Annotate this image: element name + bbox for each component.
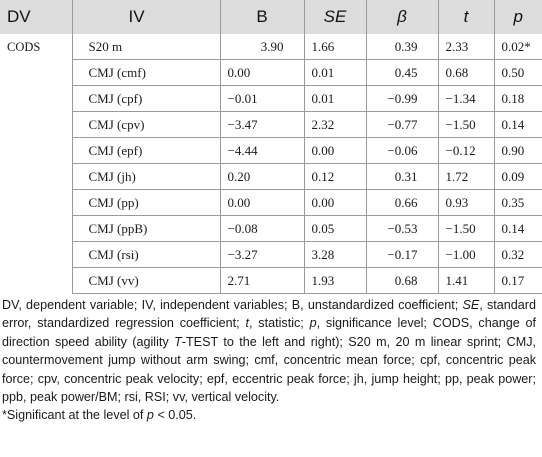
beta-cell: 0.68 xyxy=(365,267,438,294)
b-cell: −3.47 xyxy=(219,111,304,138)
table-row: CMJ (cpf) −0.01 0.01 −0.99 −1.34 0.18 xyxy=(0,85,542,112)
header-dv: DV xyxy=(0,0,72,34)
footnote-text: -TEST to the left and right); S20 m, 20 … xyxy=(2,334,536,405)
b-cell: −4.44 xyxy=(219,137,304,164)
table-header-row: DV IV B SE β t p xyxy=(0,0,542,34)
significance-p: p xyxy=(146,408,154,423)
t-cell: 0.93 xyxy=(437,189,494,216)
p-cell: 0.90 xyxy=(493,137,542,164)
header-beta: β xyxy=(365,0,438,34)
t-cell: 1.41 xyxy=(437,267,494,294)
b-cell: 3.90 xyxy=(219,34,304,60)
iv-cell: S20 m xyxy=(71,34,220,60)
beta-cell: 0.45 xyxy=(365,59,438,86)
p-cell: 0.14 xyxy=(493,111,542,138)
footnote-italic-T: T xyxy=(174,334,182,349)
significance-suffix: < 0.05. xyxy=(157,408,197,423)
t-cell: −1.50 xyxy=(437,215,494,242)
table-row: CMJ (pp) 0.00 0.00 0.66 0.93 0.35 xyxy=(0,189,542,216)
iv-cell: CMJ (epf) xyxy=(71,137,220,164)
t-cell: 0.68 xyxy=(437,59,494,86)
header-p: p xyxy=(493,0,542,34)
footnote-italic-se: SE xyxy=(462,298,480,312)
iv-cell: CMJ (jh) xyxy=(71,163,220,190)
p-cell: 0.09 xyxy=(493,163,542,190)
beta-cell: −0.53 xyxy=(365,215,438,242)
iv-cell: CMJ (cpv) xyxy=(71,111,220,138)
iv-cell: CMJ (rsi) xyxy=(71,241,220,268)
beta-cell: −0.06 xyxy=(365,137,438,164)
se-cell: 0.00 xyxy=(303,189,366,216)
se-cell: 0.01 xyxy=(303,85,366,112)
footnote-italic-t: t xyxy=(245,316,250,331)
table-row: CMJ (cpv) −3.47 2.32 −0.77 −1.50 0.14 xyxy=(0,111,542,138)
regression-table-container: DV IV B SE β t p CODS S20 m 3.90 1.66 0.… xyxy=(0,0,542,294)
t-cell: 2.33 xyxy=(437,34,494,60)
table-row: CMJ (vv) 2.71 1.93 0.68 1.41 0.17 xyxy=(0,267,542,294)
p-cell: 0.35 xyxy=(493,189,542,216)
b-cell: 0.00 xyxy=(219,189,304,216)
iv-cell: CMJ (ppB) xyxy=(71,215,220,242)
significance-prefix: *Significant at the level of xyxy=(2,408,144,423)
abbreviations-note: DV, dependent variable; IV, independent … xyxy=(2,296,536,406)
p-cell: 0.18 xyxy=(493,85,542,112)
se-cell: 0.01 xyxy=(303,59,366,86)
se-cell: 0.05 xyxy=(303,215,366,242)
beta-cell: 0.31 xyxy=(365,163,438,190)
se-cell: 0.12 xyxy=(303,163,366,190)
significance-note: *Significant at the level of p < 0.05. xyxy=(2,406,536,424)
t-cell: −1.00 xyxy=(437,241,494,268)
se-cell: 1.93 xyxy=(303,267,366,294)
beta-cell: −0.17 xyxy=(365,241,438,268)
footnote-text: DV, dependent variable; IV, independent … xyxy=(2,298,459,312)
iv-cell: CMJ (vv) xyxy=(71,267,220,294)
table-row: CODS S20 m 3.90 1.66 0.39 2.33 0.02* xyxy=(0,34,542,60)
t-cell: −1.34 xyxy=(437,85,494,112)
header-se: SE xyxy=(303,0,366,34)
header-b: B xyxy=(219,0,304,34)
footnote-italic-p: p xyxy=(309,316,317,331)
se-cell: 1.66 xyxy=(303,34,366,60)
beta-cell: 0.66 xyxy=(365,189,438,216)
p-cell: 0.14 xyxy=(493,215,542,242)
p-cell: 0.17 xyxy=(493,267,542,294)
iv-cell: CMJ (cpf) xyxy=(71,85,220,112)
iv-cell: CMJ (pp) xyxy=(71,189,220,216)
b-cell: 2.71 xyxy=(219,267,304,294)
table-footnote: DV, dependent variable; IV, independent … xyxy=(2,296,536,425)
header-iv: IV xyxy=(71,0,220,34)
regression-table: DV IV B SE β t p CODS S20 m 3.90 1.66 0.… xyxy=(0,0,542,294)
se-cell: 3.28 xyxy=(303,241,366,268)
header-t: t xyxy=(437,0,494,34)
table-row: CMJ (rsi) −3.27 3.28 −0.17 −1.00 0.32 xyxy=(0,241,542,268)
se-cell: 0.00 xyxy=(303,137,366,164)
b-cell: −0.01 xyxy=(219,85,304,112)
b-cell: −0.08 xyxy=(219,215,304,242)
p-cell: 0.02* xyxy=(493,34,542,60)
iv-cell: CMJ (cmf) xyxy=(71,59,220,86)
p-cell: 0.50 xyxy=(493,59,542,86)
t-cell: −0.12 xyxy=(437,137,494,164)
table-row: CMJ (ppB) −0.08 0.05 −0.53 −1.50 0.14 xyxy=(0,215,542,242)
t-cell: 1.72 xyxy=(437,163,494,190)
table-row: CMJ (epf) −4.44 0.00 −0.06 −0.12 0.90 xyxy=(0,137,542,164)
table-row: CMJ (jh) 0.20 0.12 0.31 1.72 0.09 xyxy=(0,163,542,190)
footnote-text: , significance level; CODS, change of di… xyxy=(2,316,537,349)
se-cell: 2.32 xyxy=(303,111,366,138)
b-cell: 0.00 xyxy=(219,59,304,86)
t-cell: −1.50 xyxy=(437,111,494,138)
beta-cell: −0.77 xyxy=(365,111,438,138)
b-cell: 0.20 xyxy=(219,163,304,190)
b-cell: −3.27 xyxy=(219,241,304,268)
footnote-text: , statistic; xyxy=(249,316,304,331)
beta-cell: −0.99 xyxy=(365,85,438,112)
footnote-text: , standard error, standardized regressio… xyxy=(2,298,536,331)
p-cell: 0.32 xyxy=(493,241,542,268)
table-row: CMJ (cmf) 0.00 0.01 0.45 0.68 0.50 xyxy=(0,59,542,86)
beta-cell: 0.39 xyxy=(365,34,438,60)
dv-cell: CODS xyxy=(7,40,41,54)
